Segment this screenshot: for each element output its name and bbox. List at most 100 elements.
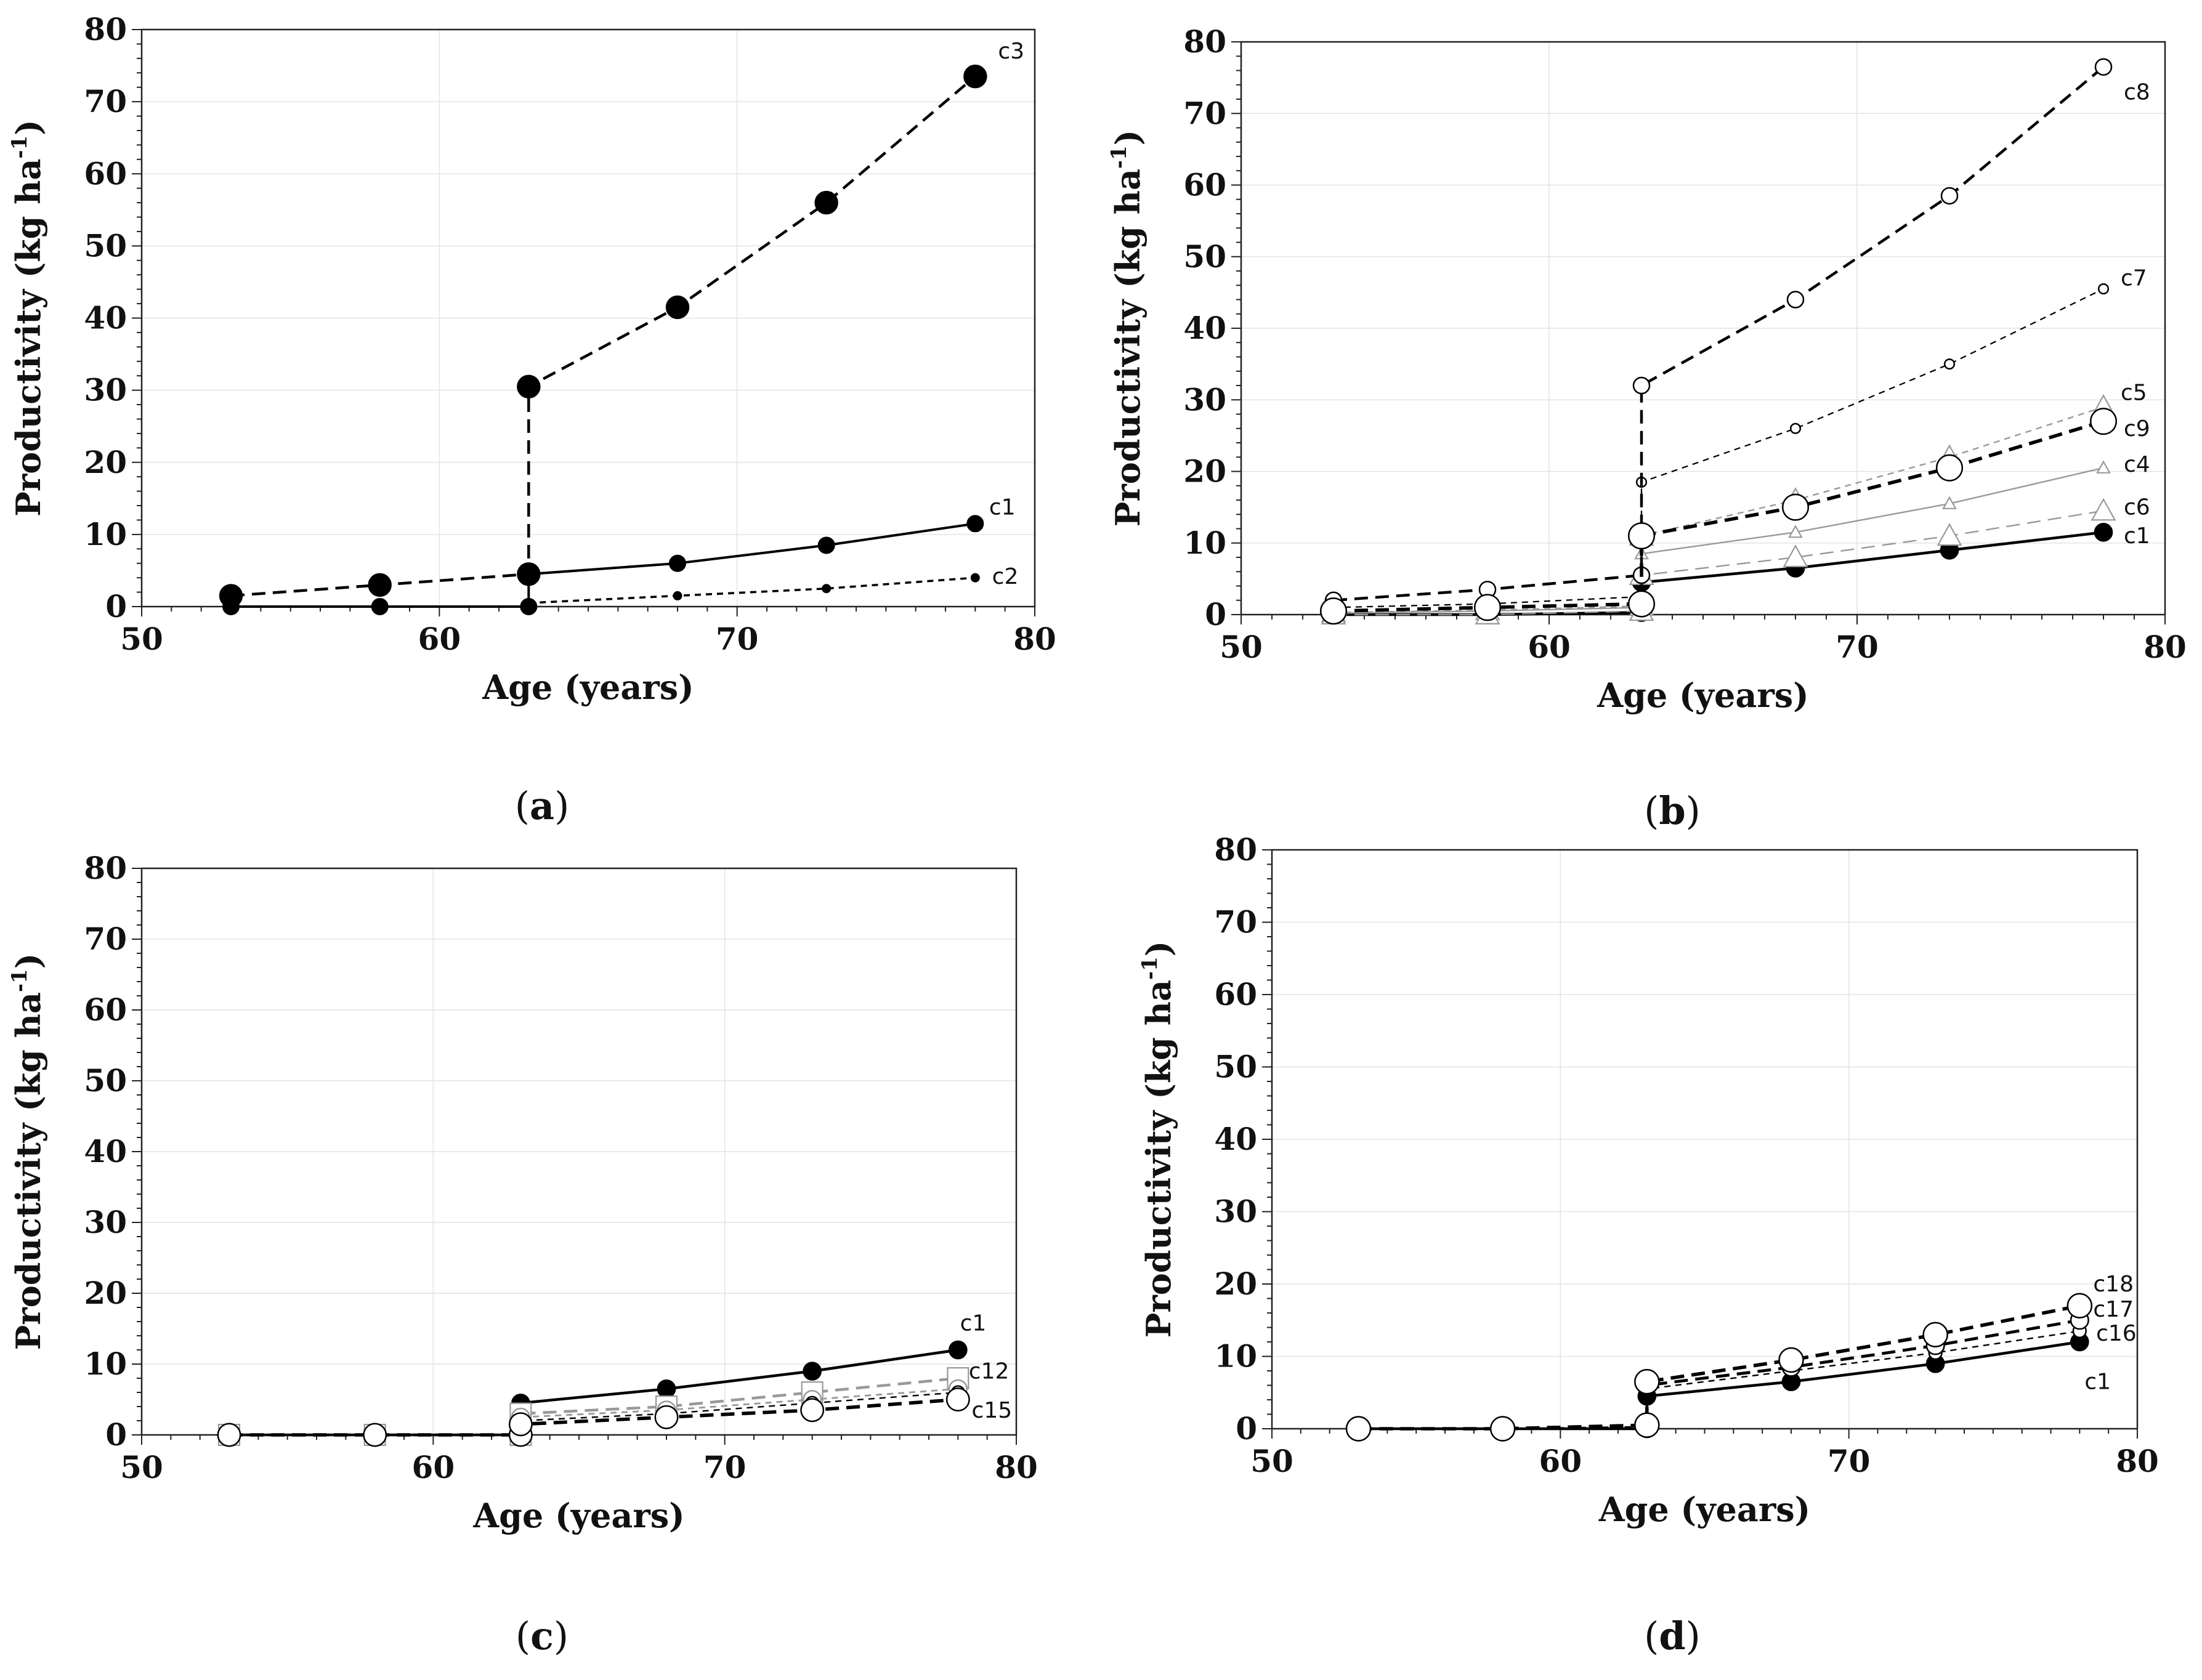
y-tick-label: 10 — [1214, 1338, 1257, 1375]
data-point — [2096, 460, 2111, 474]
caption-close: ) — [1686, 1613, 1701, 1658]
y-tick-label: 40 — [1183, 310, 1226, 346]
chart-panel-c: 50 60 70 80 0 10 20 30 40 50 60 70 80 Age (years) Prod… — [7, 850, 1038, 1658]
panel-caption: (c) — [516, 1613, 569, 1658]
x-tick-label: 60 — [1528, 629, 1571, 665]
data-point — [817, 536, 835, 554]
y-tick-label: 40 — [1214, 1121, 1257, 1157]
x-tick-label: 50 — [120, 621, 163, 657]
x-tick-label: 70 — [716, 621, 759, 657]
panel-caption: (b) — [1644, 788, 1701, 833]
series-label-c3: c3 — [998, 39, 1024, 64]
caption-open: ( — [516, 1613, 530, 1658]
y-tick-label: 20 — [1183, 453, 1226, 490]
y-tick-label: 70 — [1214, 904, 1257, 940]
series-label-c12: c12 — [969, 1359, 1010, 1384]
caption-close: ) — [1686, 788, 1701, 833]
series-c3 — [219, 64, 987, 608]
data-point — [970, 573, 980, 583]
data-point — [669, 554, 686, 572]
data-point — [363, 1423, 387, 1447]
y-tick-label: 20 — [1214, 1266, 1257, 1302]
y-axis-label-main: Productivity (kg ha — [1139, 980, 1178, 1338]
data-point — [654, 1405, 679, 1429]
y-tick-label: 10 — [1183, 525, 1226, 561]
y-tick-label: 0 — [105, 588, 127, 624]
panel-caption: (a) — [515, 783, 570, 828]
y-tick-label: 50 — [1214, 1049, 1257, 1085]
data-point — [517, 562, 541, 586]
chart-panel-a: 50 60 70 80 0 10 20 30 40 50 60 70 80 Age (years) Prod… — [7, 11, 1056, 828]
data-point — [1627, 590, 1656, 618]
x-tick-label: 50 — [1220, 629, 1263, 665]
data-point — [963, 64, 987, 89]
data-point — [1319, 597, 1348, 625]
x-tick-label: 70 — [703, 1449, 747, 1485]
y-tick-label: 10 — [84, 516, 127, 552]
x-tick-label: 60 — [1539, 1443, 1582, 1479]
data-point — [949, 1340, 968, 1360]
data-point — [2094, 523, 2113, 542]
y-tick-label: 60 — [84, 155, 127, 192]
y-axis-label-main: Productivity (kg ha — [9, 159, 48, 517]
series-label-c8: c8 — [2124, 79, 2150, 105]
y-tick-label: 70 — [84, 83, 127, 119]
y-axis-label-superscript: -1 — [7, 969, 32, 992]
x-tick-label: 50 — [1250, 1443, 1293, 1479]
y-tick-label: 80 — [1214, 831, 1257, 868]
data-point — [665, 295, 690, 320]
series-label-c18: c18 — [2093, 1272, 2134, 1297]
series-label-c5: c5 — [2121, 381, 2147, 406]
data-point — [1783, 544, 1808, 567]
y-tick-label: 50 — [1183, 238, 1226, 275]
y-tick-label: 80 — [1183, 23, 1226, 60]
data-point — [1942, 496, 1957, 509]
data-point — [217, 1423, 241, 1447]
y-tick-label: 60 — [84, 991, 127, 1028]
caption-letter: b — [1659, 788, 1685, 833]
y-axis-label-close: ) — [1108, 130, 1148, 146]
x-tick-label: 50 — [120, 1449, 163, 1485]
caption-letter: c — [530, 1613, 554, 1658]
y-tick-label: 30 — [84, 372, 127, 408]
y-tick-label: 0 — [1236, 1410, 1257, 1447]
caption-close: ) — [554, 1613, 569, 1658]
y-axis-label-superscript: -1 — [1107, 145, 1131, 169]
x-axis-label: Age (years) — [482, 668, 694, 707]
data-point — [803, 1362, 822, 1381]
x-tick-label: 80 — [2143, 629, 2187, 665]
data-point — [966, 515, 984, 533]
data-point — [822, 584, 832, 594]
data-point — [1789, 422, 1802, 434]
y-tick-label: 0 — [105, 1416, 127, 1453]
series-c15 — [217, 1387, 970, 1447]
series-c9 — [1319, 408, 2118, 625]
data-point — [1627, 522, 1656, 550]
x-axis-label: Age (years) — [1598, 1490, 1811, 1529]
series-line — [528, 576, 976, 604]
chart-panel-b: 50 60 70 80 0 10 20 30 40 50 60 70 80 Age (years) Prod… — [1107, 23, 2187, 833]
y-axis-label: Productivity (kg ha-1) — [7, 953, 48, 1351]
y-tick-label: 30 — [84, 1204, 127, 1240]
data-point — [524, 598, 533, 608]
y-axis-label-close: ) — [1139, 941, 1178, 957]
data-point — [1943, 358, 1956, 370]
series-label-c1: c1 — [2084, 1370, 2111, 1395]
x-tick-label: 80 — [1013, 621, 1056, 657]
x-tick-label: 80 — [995, 1449, 1038, 1485]
data-point — [1940, 187, 1959, 205]
series-label-c15: c15 — [972, 1398, 1013, 1423]
data-point — [2097, 283, 2110, 295]
data-point — [1473, 594, 1502, 621]
caption-open: ( — [515, 783, 530, 828]
y-axis-label: Productivity (kg ha-1) — [1107, 130, 1148, 527]
data-point — [1786, 291, 1805, 309]
y-tick-label: 60 — [1183, 167, 1226, 203]
y-tick-label: 20 — [84, 1275, 127, 1311]
y-axis-label: Productivity (kg ha-1) — [7, 119, 48, 517]
data-point — [814, 190, 838, 215]
series-label-c1: c1 — [989, 495, 1016, 520]
y-axis-label-main: Productivity (kg ha — [1108, 169, 1148, 527]
y-tick-label: 40 — [84, 1133, 127, 1169]
series-c8 — [1324, 58, 2113, 609]
